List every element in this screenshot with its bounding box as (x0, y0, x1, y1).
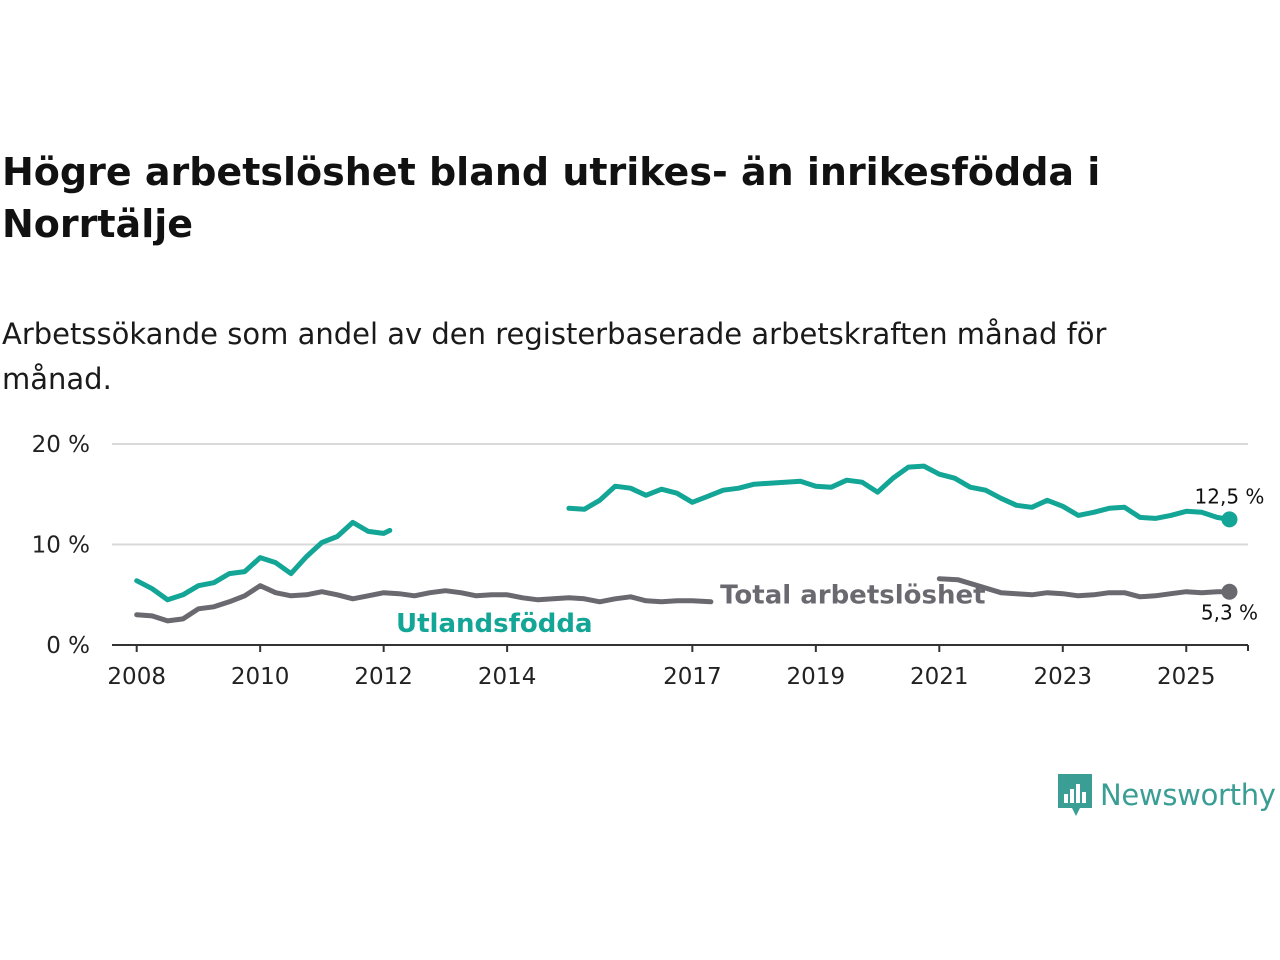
utlandsfodda-label: Utlandsfödda (396, 609, 593, 639)
y-tick-label: 0 % (46, 633, 90, 659)
x-tick-label: 2021 (910, 664, 969, 690)
chart-subtitle: Arbetssökande som andel av den registerb… (2, 317, 1107, 396)
chart-title: Högre arbetslöshet bland utrikes- än inr… (2, 150, 1101, 246)
x-tick-label: 2014 (478, 664, 537, 690)
bar-chart-speech-bubble-icon (1058, 774, 1092, 816)
y-tick-label: 20 % (32, 432, 90, 458)
brand-name: Newsworthy (1100, 778, 1276, 812)
x-tick-label: 2025 (1157, 664, 1216, 690)
x-tick-label: 2008 (107, 664, 166, 690)
total-arbetsloshet-label: Total arbetslöshet (720, 581, 985, 611)
series-labels: Utlandsfödda Total arbetslöshet 12,5 % 5,3 … (396, 484, 1264, 639)
axes: 0 % 10 % 20 % 2008 2010 2012 2014 2017 2019 2021 2… (32, 432, 1249, 690)
utlandsfodda-line (134, 463, 1232, 603)
total-arbetsloshet-end-point (1221, 583, 1238, 600)
x-tick-label: 2010 (231, 664, 290, 690)
total-arbetsloshet-end-value: 5,3 % (1201, 601, 1258, 625)
newsworthy-logo: Newsworthy (1058, 772, 1276, 818)
x-tick-label: 2017 (663, 664, 722, 690)
gridlines (112, 443, 1248, 546)
x-tick-label: 2019 (787, 664, 846, 690)
utlandsfodda-end-value: 12,5 % (1195, 484, 1265, 508)
utlandsfodda-end-point (1221, 511, 1238, 528)
total-arbetsloshet-line (134, 576, 1232, 624)
y-tick-label: 10 % (32, 533, 90, 559)
series-lines (134, 463, 1238, 624)
x-tick-label: 2012 (354, 664, 413, 690)
x-tick-label: 2023 (1034, 664, 1093, 690)
line-chart: 0 % 10 % 20 % 2008 2010 2012 2014 2017 2019 2021 2… (32, 432, 1265, 690)
